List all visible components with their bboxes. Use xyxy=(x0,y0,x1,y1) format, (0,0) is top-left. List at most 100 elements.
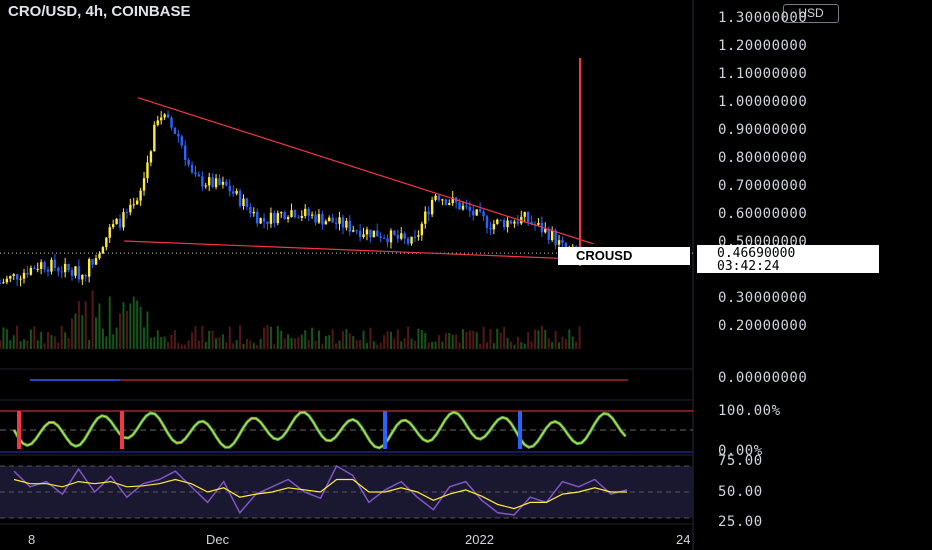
volume-bar xyxy=(547,338,550,349)
volume-bar xyxy=(444,333,447,349)
volume-bar xyxy=(273,343,276,349)
volume-bar xyxy=(534,329,537,349)
volume-bar xyxy=(297,336,300,349)
volume-bar xyxy=(506,337,509,349)
volume-bar xyxy=(369,327,372,349)
volume-bar xyxy=(67,337,70,349)
volume-bar xyxy=(239,325,242,349)
candle xyxy=(63,263,67,273)
volume-bar xyxy=(64,332,67,349)
candle xyxy=(307,208,310,216)
volume-bar xyxy=(472,330,475,349)
candle xyxy=(29,267,33,275)
volume-bar xyxy=(101,328,104,349)
volume-bar xyxy=(510,341,513,349)
candle xyxy=(159,117,163,121)
volume-bar xyxy=(156,330,159,349)
candle xyxy=(557,240,561,245)
candle xyxy=(444,199,448,205)
candle xyxy=(472,210,475,216)
candle xyxy=(108,227,111,238)
candle xyxy=(125,212,129,214)
volume-bar xyxy=(33,326,36,349)
candle xyxy=(256,211,259,224)
volume-bar xyxy=(348,333,351,349)
rsi-axis-label: 25.00 xyxy=(718,514,763,530)
candle xyxy=(238,190,242,207)
oscillator-extreme-bar xyxy=(383,411,387,449)
candle xyxy=(386,238,389,243)
volume-bar xyxy=(211,330,214,349)
candle xyxy=(146,162,149,179)
candle xyxy=(101,247,105,254)
candle xyxy=(12,274,15,277)
candle xyxy=(434,195,437,200)
stochastic-oscillator-pane xyxy=(0,410,693,453)
candle xyxy=(393,230,396,235)
volume-bar xyxy=(475,332,478,349)
candle xyxy=(420,223,424,236)
volume-bar xyxy=(201,325,204,349)
rsi-ma-line xyxy=(13,478,627,510)
volume-bar xyxy=(503,326,506,349)
volume-bar xyxy=(564,339,567,349)
candle xyxy=(537,222,540,225)
time-axis-label: 2022 xyxy=(465,532,494,547)
candle xyxy=(183,145,187,160)
candle xyxy=(36,268,39,270)
volume-bar xyxy=(221,334,224,349)
candle xyxy=(163,114,166,118)
candle xyxy=(554,230,557,245)
volume-bar xyxy=(341,331,344,349)
candle xyxy=(273,212,276,224)
candle xyxy=(187,159,190,165)
volume-bar xyxy=(191,332,194,349)
oscillator-extreme-bar xyxy=(518,411,522,449)
volume-bar xyxy=(57,342,60,349)
candle xyxy=(39,262,43,269)
volume-bar xyxy=(465,331,468,349)
candle xyxy=(33,267,36,269)
volume-bar xyxy=(383,335,386,349)
volume-bar xyxy=(311,327,314,349)
volume-bar xyxy=(60,325,63,349)
candle xyxy=(118,218,122,228)
volume-bar xyxy=(362,330,365,349)
candle xyxy=(50,259,53,272)
rsi-pane xyxy=(0,464,693,519)
currency-button[interactable]: USD xyxy=(783,4,839,23)
candle xyxy=(259,218,262,224)
candle xyxy=(389,230,393,243)
candle xyxy=(43,262,46,270)
candle xyxy=(430,199,434,215)
candle xyxy=(262,218,266,222)
price-axis-label: 0.20000000 xyxy=(718,318,808,334)
candle xyxy=(235,190,238,194)
volume-bar xyxy=(232,343,235,349)
price-axis-label: 0.80000000 xyxy=(718,150,808,166)
volume-bar xyxy=(417,328,420,349)
candle xyxy=(496,219,499,224)
candle xyxy=(400,233,403,239)
candle xyxy=(190,164,194,173)
candle xyxy=(509,220,513,224)
candle xyxy=(403,233,406,239)
volume-bar xyxy=(431,342,434,349)
volume-bar xyxy=(314,340,317,349)
volume-bar xyxy=(122,302,125,349)
volume-bar xyxy=(208,330,211,349)
chart-grid xyxy=(0,0,694,550)
volume-bar xyxy=(184,344,187,349)
candle xyxy=(448,203,451,205)
candle xyxy=(478,209,482,212)
candle xyxy=(485,216,489,229)
candle xyxy=(221,181,225,185)
volume-bar xyxy=(359,340,362,349)
volume-bar xyxy=(540,325,543,349)
candle xyxy=(328,217,331,222)
volume-bar xyxy=(29,329,32,349)
volume-bar xyxy=(441,341,444,349)
volume-bar xyxy=(47,332,50,349)
candle xyxy=(26,272,29,275)
